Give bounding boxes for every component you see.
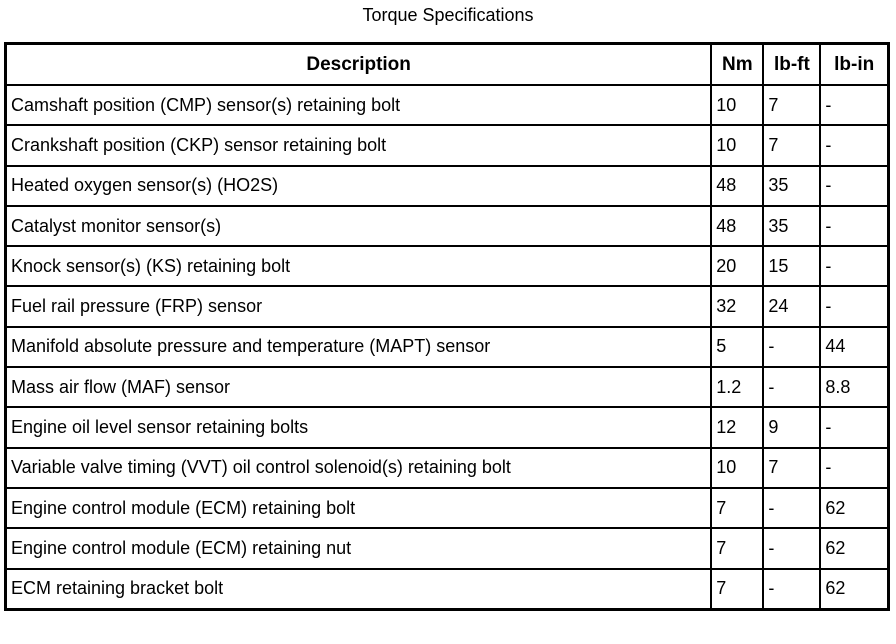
cell-lb-in: - <box>819 164 890 207</box>
table-row: Engine control module (ECM) retaining nu… <box>4 527 890 570</box>
table-row: Fuel rail pressure (FRP) sensor 32 24- <box>4 285 890 328</box>
table-row: Camshaft position (CMP) sensor(s) retain… <box>4 83 890 127</box>
torque-spec-table: Description Nm lb-ft lb-in Camshaft posi… <box>4 42 890 611</box>
cell-nm: 1.2 <box>710 366 765 409</box>
cell-lb-ft: - <box>762 366 822 409</box>
table-row: Engine oil level sensor retaining bolts 1… <box>4 406 890 449</box>
cell-lb-ft: - <box>762 325 822 369</box>
cell-nm: 10 <box>710 83 765 127</box>
cell-lb-in: - <box>819 406 890 449</box>
cell-nm: 32 <box>710 285 765 328</box>
table-row: Mass air flow (MAF) sensor 1.2-8.8 <box>4 366 890 409</box>
cell-description: Fuel rail pressure (FRP) sensor <box>4 285 713 328</box>
header-lb-in: lb-in <box>819 42 890 86</box>
table-body: Camshaft position (CMP) sensor(s) retain… <box>4 83 890 611</box>
header-nm: Nm <box>710 42 765 86</box>
cell-lb-ft: 7 <box>762 83 822 127</box>
cell-description: Catalyst monitor sensor(s) <box>4 204 713 248</box>
cell-nm: 20 <box>710 245 765 288</box>
cell-nm: 7 <box>710 486 765 530</box>
cell-lb-in: - <box>819 446 890 489</box>
cell-description: Mass air flow (MAF) sensor <box>4 366 713 409</box>
cell-description: Engine control module (ECM) retaining nu… <box>4 527 713 570</box>
cell-description: Manifold absolute pressure and temperatu… <box>4 325 713 369</box>
cell-lb-ft: 7 <box>762 124 822 167</box>
cell-lb-in: - <box>819 245 890 288</box>
cell-description: Engine control module (ECM) retaining bo… <box>4 486 713 530</box>
cell-lb-in: 62 <box>819 527 890 570</box>
cell-lb-ft: - <box>762 486 822 530</box>
table-row: Crankshaft position (CKP) sensor retaini… <box>4 124 890 167</box>
header-lb-ft: lb-ft <box>762 42 822 86</box>
cell-description: Variable valve timing (VVT) oil control … <box>4 446 713 489</box>
cell-lb-ft: 35 <box>762 204 822 248</box>
cell-lb-ft: - <box>762 567 822 611</box>
cell-description: Engine oil level sensor retaining bolts <box>4 406 713 449</box>
cell-lb-in: 8.8 <box>819 366 890 409</box>
cell-description: Camshaft position (CMP) sensor(s) retain… <box>4 83 713 127</box>
cell-nm: 5 <box>710 325 765 369</box>
table-header: Description Nm lb-ft lb-in <box>4 42 890 86</box>
cell-description: Heated oxygen sensor(s) (HO2S) <box>4 164 713 207</box>
cell-lb-ft: 9 <box>762 406 822 449</box>
cell-lb-in: - <box>819 204 890 248</box>
cell-lb-in: 62 <box>819 486 890 530</box>
cell-lb-ft: 7 <box>762 446 822 489</box>
table-row: Knock sensor(s) (KS) retaining bolt 20 15- <box>4 245 890 288</box>
table-row: Manifold absolute pressure and temperatu… <box>4 325 890 369</box>
table-row: ECM retaining bracket bolt 7-62 <box>4 567 890 611</box>
cell-lb-in: - <box>819 285 890 328</box>
cell-lb-in: 62 <box>819 567 890 611</box>
cell-nm: 12 <box>710 406 765 449</box>
header-description: Description <box>4 42 713 86</box>
cell-nm: 7 <box>710 527 765 570</box>
cell-lb-ft: 15 <box>762 245 822 288</box>
table-row: Variable valve timing (VVT) oil control … <box>4 446 890 489</box>
cell-lb-in: 44 <box>819 325 890 369</box>
cell-lb-ft: 35 <box>762 164 822 207</box>
cell-lb-in: - <box>819 124 890 167</box>
cell-lb-in: - <box>819 83 890 127</box>
cell-nm: 7 <box>710 567 765 611</box>
cell-description: Crankshaft position (CKP) sensor retaini… <box>4 124 713 167</box>
page-title: Torque Specifications <box>362 5 534 25</box>
cell-nm: 10 <box>710 446 765 489</box>
cell-nm: 48 <box>710 164 765 207</box>
cell-description: ECM retaining bracket bolt <box>4 567 713 611</box>
cell-nm: 48 <box>710 204 765 248</box>
cell-description: Knock sensor(s) (KS) retaining bolt <box>4 245 713 288</box>
cell-lb-ft: 24 <box>762 285 822 328</box>
header-row: Description Nm lb-ft lb-in <box>4 42 890 86</box>
cell-lb-ft: - <box>762 527 822 570</box>
table-row: Catalyst monitor sensor(s) 48 35- <box>4 204 890 248</box>
table-row: Engine control module (ECM) retaining bo… <box>4 486 890 530</box>
cell-nm: 10 <box>710 124 765 167</box>
table-row: Heated oxygen sensor(s) (HO2S) 48 35- <box>4 164 890 207</box>
